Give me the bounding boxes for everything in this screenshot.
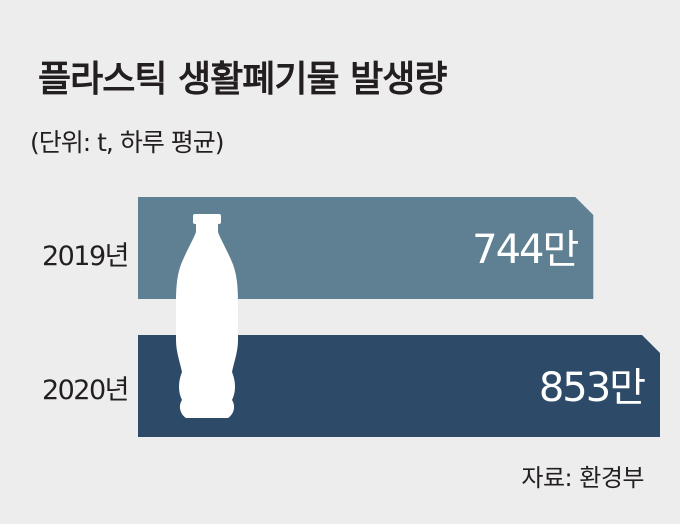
chart-title: 플라스틱 생활폐기물 발생량: [38, 59, 448, 100]
value-label-0: 744만: [472, 227, 578, 273]
unit-note: (단위: t, 하루 평균): [30, 128, 225, 157]
value-label-1: 853만: [539, 365, 645, 411]
plastic-bottle-icon: [176, 214, 238, 418]
bar-0: [138, 197, 594, 299]
category-label-2019: 2019년: [41, 241, 130, 272]
bar-1: [138, 335, 660, 437]
source-note: 자료: 환경부: [521, 464, 644, 492]
category-label-2020: 2020년: [41, 375, 130, 406]
